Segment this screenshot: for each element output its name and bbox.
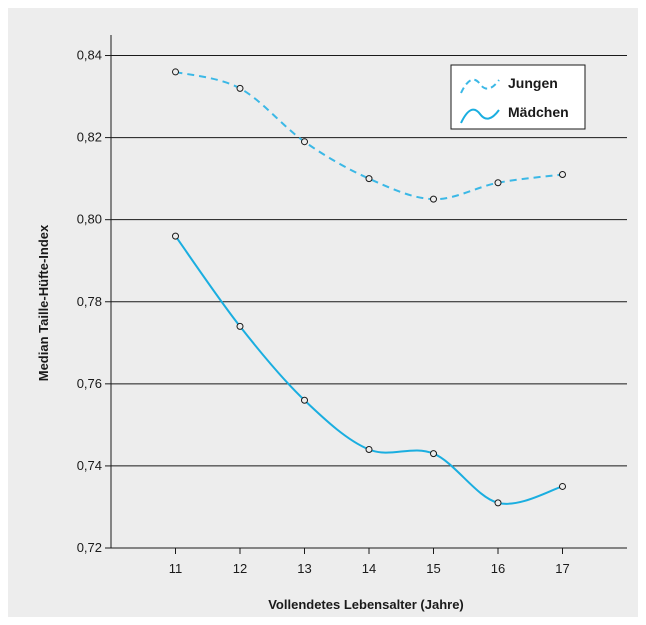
x-tick-label-1: 12 [233,561,247,576]
x-tick-label-2: 13 [297,561,311,576]
data-point-1-5 [494,499,502,507]
legend: Jungen Mädchen [450,64,586,130]
x-tick-label-3: 14 [362,561,376,576]
legend-swatch-maedchen [460,108,500,124]
y-tick-label-2: 0,76 [77,376,102,391]
data-point-1-1 [236,322,244,330]
data-point-0-6 [559,171,566,179]
x-tick-label-0: 11 [169,561,183,576]
y-tick-label-4: 0,80 [77,212,102,227]
series-line-1 [174,235,563,505]
legend-label-jungen: Jungen [508,75,558,91]
x-tick-label-6: 17 [555,561,569,576]
x-axis-title: Vollendetes Lebensalter (Jahre) [268,597,464,612]
data-point-0-4 [430,195,437,203]
axes [110,35,563,554]
data-point-0-5 [494,179,502,187]
series-0 [172,68,566,203]
series-1 [172,232,566,507]
x-tick-labels: 11 12 13 14 15 16 17 [169,561,570,576]
data-point-1-4 [430,450,437,458]
data-point-0-2 [301,138,308,146]
x-tick-label-4: 15 [426,561,440,576]
data-point-1-3 [365,446,373,454]
data-point-0-1 [236,84,244,92]
y-tick-label-0: 0,72 [77,540,102,555]
data-point-1-6 [559,482,566,490]
legend-swatch-jungen [460,78,500,94]
legend-label-maedchen: Mädchen [508,104,569,120]
series-group [172,68,566,507]
data-point-1-0 [172,232,179,240]
y-tick-labels: 0,72 0,74 0,76 0,78 0,80 0,82 0,84 [77,48,102,555]
gridlines [105,55,627,549]
legend-box [450,64,586,130]
x-tick-label-5: 16 [491,561,505,576]
y-tick-label-3: 0,78 [77,294,102,309]
data-point-1-2 [301,396,308,404]
y-axis-title: Median Taille-Hüfte-Index [36,224,51,381]
data-point-0-3 [365,175,373,183]
y-tick-label-6: 0,84 [77,48,102,63]
y-tick-label-1: 0,74 [77,458,102,473]
y-tick-label-5: 0,82 [77,130,102,145]
data-point-0-0 [172,68,179,76]
